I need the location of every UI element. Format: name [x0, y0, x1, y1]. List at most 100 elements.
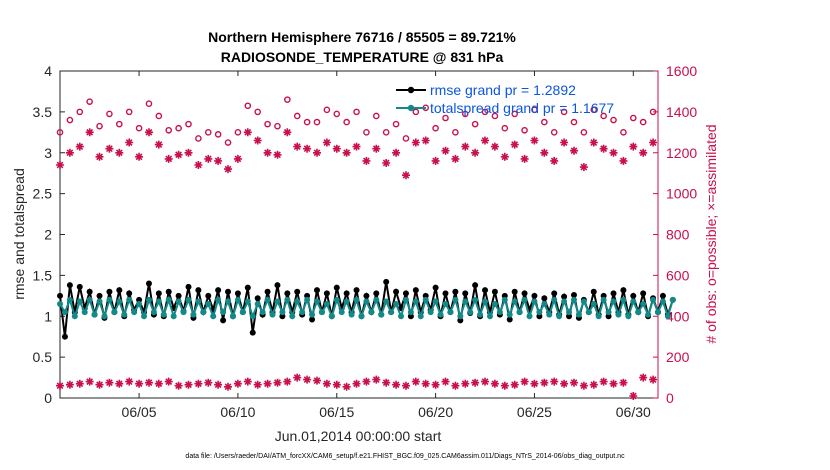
data-point [467, 309, 474, 316]
legend-rmse-marker [407, 86, 415, 94]
obs-assimilated-point [342, 148, 351, 157]
data-point [378, 311, 385, 318]
data-point [407, 309, 414, 316]
data-point [106, 296, 113, 303]
data-point [353, 296, 360, 303]
data-point [289, 313, 296, 320]
data-point [145, 280, 152, 287]
data-point [551, 290, 558, 297]
y-tick-label: 1.5 [33, 267, 53, 283]
data-point [323, 300, 330, 307]
y-right-tick-label: 400 [666, 308, 690, 324]
obs-possible-point [541, 118, 548, 126]
data-point [655, 309, 661, 316]
data-point [368, 309, 375, 316]
obs-assimilated-point [253, 380, 262, 389]
y-axis-label-right: # of obs: o=possible; ×=assimilated [703, 124, 719, 343]
data-point [348, 311, 355, 318]
data-point [506, 316, 513, 323]
y-right-tick-label: 800 [666, 227, 690, 243]
data-point [294, 288, 301, 295]
obs-possible-point [639, 118, 647, 126]
obs-possible-point [392, 120, 400, 128]
data-point [66, 282, 73, 289]
data-point [111, 309, 118, 316]
obs-possible-point [442, 114, 449, 122]
obs-assimilated-point [154, 140, 163, 149]
obs-possible-point [610, 116, 617, 124]
data-point [313, 298, 320, 305]
obs-possible-point [353, 108, 360, 116]
legend-rmse-label: rmse grand pr = 1.2892 [430, 82, 576, 98]
obs-assimilated-point [184, 380, 193, 389]
data-point [225, 298, 232, 305]
x-tick-label: 06/10 [220, 404, 255, 420]
data-point [343, 290, 350, 297]
obs-assimilated-point [599, 144, 608, 153]
obs-assimilated-point [75, 379, 84, 388]
obs-possible-point [224, 139, 232, 146]
obs-assimilated-point [263, 148, 272, 157]
obs-assimilated-point [135, 152, 144, 161]
data-point [669, 296, 676, 303]
y-right-tick-label: 600 [666, 267, 690, 283]
data-point [393, 288, 400, 295]
obs-assimilated-point [530, 379, 539, 388]
chart-title-line2: RADIOSONDE_TEMPERATURE @ 831 hPa [221, 49, 504, 65]
data-point [482, 287, 489, 294]
data-point [373, 296, 380, 303]
data-point [556, 313, 563, 320]
y-tick-label: 1 [44, 308, 52, 324]
obs-assimilated-point [342, 382, 351, 391]
obs-assimilated-point [540, 148, 549, 157]
obs-assimilated-point [135, 379, 144, 388]
legend: rmse grand pr = 1.2892 totalspread grand… [396, 82, 614, 116]
obs-assimilated-point [115, 148, 124, 157]
data-point [333, 284, 340, 291]
obs-possible-point [580, 129, 588, 136]
data-point [185, 283, 192, 290]
obs-assimilated-point [313, 376, 321, 385]
y-axis-right: 0 200 400 600 800 1000 1200 1400 1600 [653, 63, 697, 406]
obs-possible-point [145, 100, 153, 107]
data-point [264, 288, 271, 295]
data-point [605, 309, 612, 316]
obs-assimilated-point [490, 142, 499, 151]
obs-assimilated-point [441, 377, 450, 386]
obs-possible-point [550, 129, 558, 136]
obs-possible-point [452, 129, 459, 136]
data-point [66, 296, 73, 303]
obs-possible-point [274, 122, 281, 130]
series-rmse-filled-circle [57, 278, 676, 340]
data-point [358, 313, 365, 320]
obs-assimilated-point [95, 380, 104, 389]
data-point [195, 298, 202, 305]
data-point [457, 313, 464, 320]
obs-assimilated-point [253, 136, 262, 145]
obs-assimilated-point [145, 128, 153, 137]
data-point [561, 298, 568, 305]
obs-assimilated-point [303, 375, 312, 384]
data-point [200, 309, 207, 316]
obs-assimilated-point [115, 379, 124, 388]
y-tick-label: 3 [44, 145, 52, 161]
data-point [116, 298, 123, 305]
data-point [239, 309, 246, 316]
obs-possible-point [234, 129, 242, 136]
obs-assimilated-point [204, 154, 213, 163]
obs-assimilated-point [194, 161, 203, 169]
data-point [373, 290, 380, 297]
data-point [566, 309, 573, 316]
data-point [595, 313, 602, 320]
data-point [76, 283, 83, 290]
obs-assimilated-point [382, 159, 391, 167]
obs-possible-point [363, 129, 370, 136]
x-tick-label: 06/05 [122, 404, 157, 420]
data-point [625, 313, 632, 320]
data-point [363, 298, 370, 305]
obs-assimilated-point [619, 156, 628, 165]
chart-title-line1: Northern Hemisphere 76716 / 85505 = 89.7… [208, 29, 516, 45]
data-point [175, 298, 182, 305]
data-point [299, 309, 306, 316]
obs-assimilated-point [194, 379, 203, 388]
